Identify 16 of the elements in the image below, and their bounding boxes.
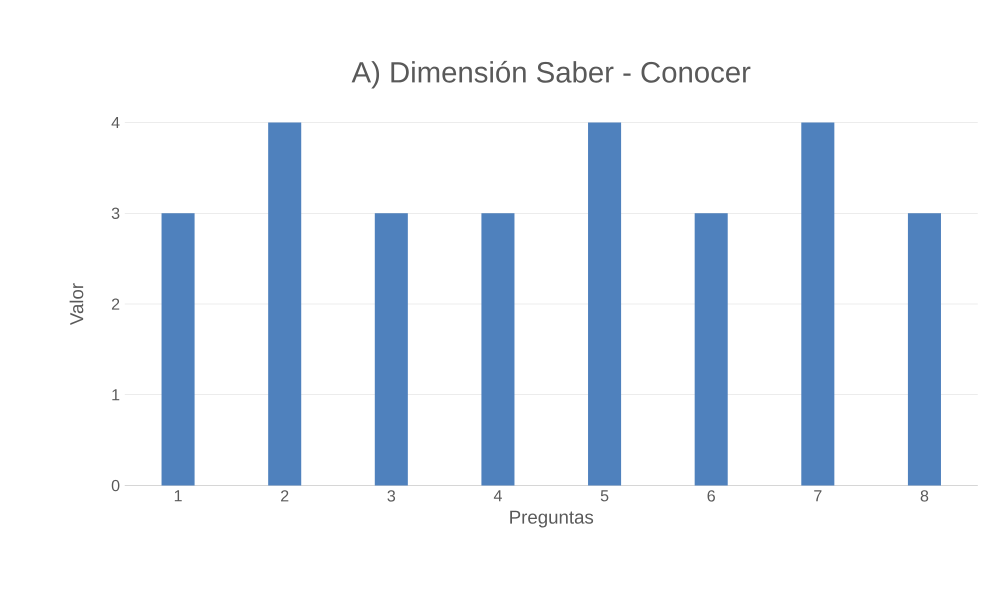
y-tick-label: 4 <box>112 117 120 128</box>
x-tick-label: 5 <box>600 490 608 502</box>
x-tick-label: 3 <box>387 490 396 502</box>
chart-title: A) Dimensión Saber - Conocer <box>352 60 750 88</box>
y-tick-label: 1 <box>112 389 120 400</box>
y-tick-label: 0 <box>112 480 120 492</box>
x-tick-label: 8 <box>920 490 928 502</box>
x-tick-label: 1 <box>174 490 182 502</box>
x-tick-label: 2 <box>281 490 288 502</box>
x-tick-label: 7 <box>814 490 822 502</box>
x-axis-title: Preguntas <box>510 510 594 528</box>
y-axis-title: Valor <box>70 283 84 326</box>
x-tick-label: 4 <box>494 490 502 502</box>
x-tick-label: 6 <box>708 490 715 502</box>
y-tick-label: 3 <box>112 208 120 219</box>
y-tick-label: 2 <box>112 298 120 310</box>
